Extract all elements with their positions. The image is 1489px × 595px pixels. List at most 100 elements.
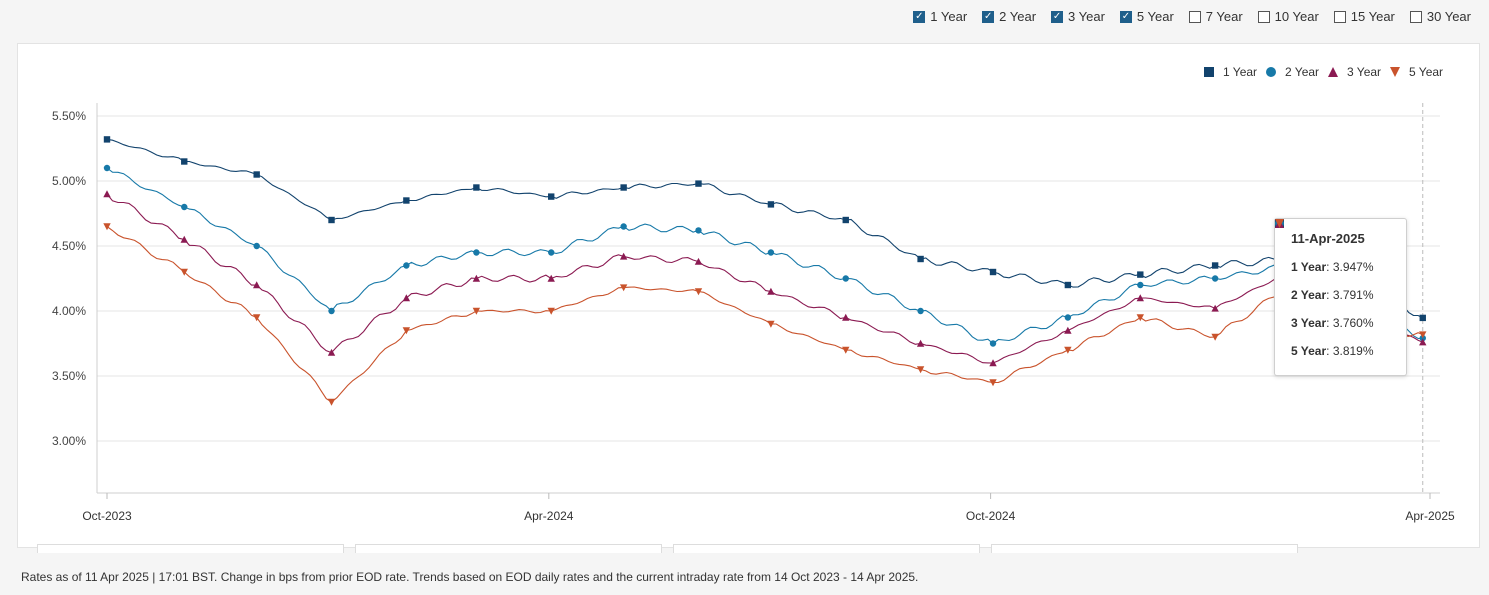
checkbox-icon[interactable]: ✓ [1051, 10, 1064, 23]
x-axis: Oct-2023 Apr-2024 Oct-2024 Apr-2025 [82, 103, 1455, 523]
data-point[interactable] [1211, 304, 1219, 312]
data-point[interactable] [1136, 294, 1144, 302]
y-tick-label: 4.50% [52, 239, 86, 253]
data-point[interactable] [1419, 314, 1426, 322]
data-point[interactable] [548, 193, 555, 200]
data-point[interactable] [1211, 275, 1219, 282]
data-point[interactable] [695, 180, 702, 187]
checkbox-icon[interactable]: ✓ [982, 10, 995, 23]
filter-7-year[interactable]: 7 Year [1188, 9, 1243, 24]
data-point[interactable] [181, 158, 188, 165]
data-point[interactable] [767, 320, 775, 328]
checkbox-icon[interactable]: ✓ [1119, 10, 1132, 23]
data-point[interactable] [328, 216, 335, 224]
data-point[interactable] [842, 346, 850, 354]
data-point[interactable] [1211, 262, 1219, 269]
data-point[interactable] [402, 327, 411, 335]
legend: 1 Year 2 Year 3 Year 5 Year [1204, 65, 1443, 79]
checkbox-icon[interactable] [1257, 10, 1270, 23]
data-point[interactable] [694, 288, 703, 296]
data-point[interactable] [327, 398, 336, 406]
hover-tooltip: 11-Apr-2025 1 Year: 3.947% 2 Year: 3.791… [1274, 218, 1407, 376]
summary-cards [37, 544, 1298, 553]
data-point[interactable] [547, 307, 555, 315]
data-point[interactable] [328, 307, 335, 315]
filter-3-year[interactable]: ✓ 3 Year [1051, 9, 1105, 24]
data-point[interactable] [103, 136, 111, 143]
tooltip-row-3-year: 3 Year: 3.760% [1275, 219, 1390, 330]
data-point[interactable] [473, 184, 480, 191]
data-point[interactable] [403, 262, 410, 269]
data-point[interactable] [989, 340, 997, 347]
legend-label[interactable]: 2 Year [1285, 65, 1319, 79]
data-point[interactable] [917, 307, 924, 315]
data-point[interactable] [103, 190, 111, 198]
data-point[interactable] [181, 203, 188, 211]
data-point[interactable] [1419, 338, 1427, 346]
checkbox-icon[interactable] [1333, 10, 1346, 23]
filter-2-year[interactable]: ✓ 2 Year [982, 9, 1037, 24]
data-point[interactable] [473, 249, 480, 256]
data-point[interactable] [472, 274, 481, 282]
data-point[interactable] [103, 223, 111, 231]
data-point[interactable] [695, 227, 702, 234]
data-point[interactable] [767, 201, 775, 208]
data-point[interactable] [619, 252, 628, 260]
data-point[interactable] [547, 274, 555, 282]
data-point[interactable] [620, 223, 627, 230]
data-point[interactable] [1064, 281, 1072, 289]
data-point[interactable] [1136, 314, 1144, 322]
data-point[interactable] [989, 268, 997, 276]
data-point[interactable] [548, 249, 555, 256]
data-point[interactable] [1064, 346, 1072, 354]
data-point[interactable] [253, 242, 260, 250]
y-tick-label: 3.50% [52, 369, 86, 383]
data-point[interactable] [694, 257, 703, 265]
data-point[interactable] [842, 313, 850, 321]
data-point[interactable] [916, 339, 925, 347]
checkbox-icon[interactable] [1409, 10, 1422, 23]
data-point[interactable] [403, 197, 410, 204]
data-point[interactable] [916, 366, 925, 374]
data-point[interactable] [620, 184, 627, 191]
summary-card [355, 544, 662, 553]
data-point[interactable] [917, 255, 924, 263]
filter-5-year[interactable]: ✓ 5 Year [1119, 9, 1174, 24]
data-point[interactable] [327, 348, 336, 356]
data-point[interactable] [767, 287, 775, 295]
data-point[interactable] [472, 307, 481, 315]
data-point[interactable] [1064, 326, 1072, 334]
data-point[interactable] [1211, 333, 1219, 341]
data-point[interactable] [989, 359, 997, 367]
checkbox-icon[interactable] [1188, 10, 1201, 23]
data-point[interactable] [402, 294, 411, 302]
data-point[interactable] [842, 216, 849, 224]
data-point[interactable] [252, 314, 261, 322]
data-point[interactable] [1419, 331, 1427, 339]
data-point[interactable] [253, 171, 260, 178]
data-point[interactable] [180, 235, 188, 243]
data-point[interactable] [842, 275, 849, 282]
checkbox-icon[interactable]: ✓ [913, 10, 926, 23]
legend-label[interactable]: 5 Year [1409, 65, 1443, 79]
data-point[interactable] [103, 164, 111, 172]
data-point[interactable] [1137, 281, 1144, 289]
series-line-1-year [106, 138, 1424, 319]
legend-marker [1390, 67, 1400, 77]
summary-card [37, 544, 344, 553]
data-point[interactable] [619, 284, 628, 292]
legend-label[interactable]: 1 Year [1223, 65, 1257, 79]
data-point[interactable] [1137, 271, 1144, 278]
tooltip-date: 11-Apr-2025 [1291, 231, 1365, 246]
filter-10-year[interactable]: 10 Year [1257, 9, 1319, 24]
data-point[interactable] [989, 379, 997, 387]
legend-label[interactable]: 3 Year [1347, 65, 1381, 79]
filter-15-year[interactable]: 15 Year [1333, 9, 1395, 24]
data-point[interactable] [180, 268, 188, 276]
filter-30-year[interactable]: 30 Year [1409, 9, 1471, 24]
data-point[interactable] [252, 281, 261, 289]
filter-1-year[interactable]: ✓ 1 Year [913, 9, 968, 24]
summary-card [991, 544, 1298, 553]
data-point[interactable] [1064, 314, 1072, 321]
data-point[interactable] [767, 249, 775, 256]
